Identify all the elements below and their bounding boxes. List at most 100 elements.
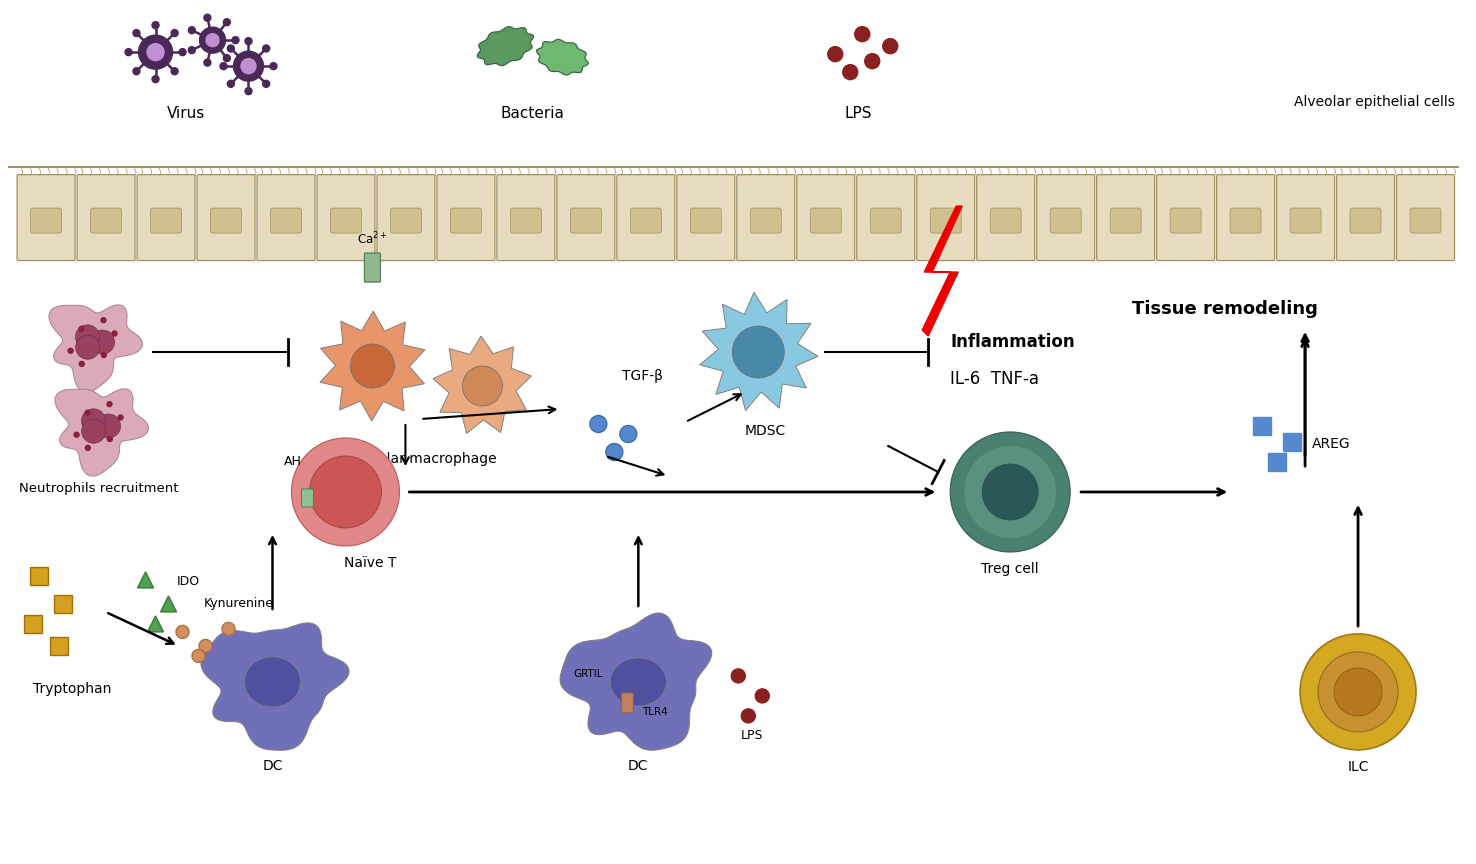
Circle shape — [139, 35, 173, 69]
Polygon shape — [432, 336, 531, 434]
FancyBboxPatch shape — [511, 208, 542, 233]
Polygon shape — [245, 657, 301, 707]
Polygon shape — [161, 596, 177, 612]
Circle shape — [78, 327, 84, 332]
Circle shape — [80, 361, 84, 366]
FancyBboxPatch shape — [376, 175, 435, 261]
Circle shape — [221, 622, 235, 635]
Polygon shape — [611, 658, 666, 706]
Text: Kynurenine: Kynurenine — [204, 597, 273, 611]
Circle shape — [86, 445, 90, 450]
FancyBboxPatch shape — [365, 253, 381, 282]
Circle shape — [1318, 652, 1398, 732]
Bar — [1283, 433, 1300, 451]
FancyBboxPatch shape — [497, 175, 555, 261]
FancyBboxPatch shape — [691, 208, 722, 233]
Circle shape — [263, 45, 270, 52]
Text: Neutrophils recruitment: Neutrophils recruitment — [19, 482, 179, 495]
Polygon shape — [148, 616, 164, 632]
Text: IDO: IDO — [177, 575, 201, 588]
Circle shape — [223, 54, 230, 61]
Circle shape — [732, 326, 784, 378]
FancyBboxPatch shape — [856, 175, 915, 261]
FancyBboxPatch shape — [151, 208, 182, 233]
FancyBboxPatch shape — [1157, 175, 1215, 261]
Circle shape — [204, 14, 211, 22]
Text: DC: DC — [629, 759, 648, 773]
Circle shape — [843, 65, 858, 79]
Text: Virus: Virus — [167, 106, 205, 121]
Bar — [1253, 417, 1271, 435]
Text: Bacteria: Bacteria — [500, 106, 564, 121]
Polygon shape — [55, 389, 149, 476]
Text: MDSC: MDSC — [745, 424, 785, 438]
FancyBboxPatch shape — [556, 175, 615, 261]
FancyBboxPatch shape — [18, 175, 75, 261]
Circle shape — [74, 432, 80, 437]
Circle shape — [81, 409, 105, 433]
Bar — [30, 567, 47, 585]
Circle shape — [350, 344, 394, 388]
FancyBboxPatch shape — [930, 208, 961, 233]
FancyBboxPatch shape — [137, 175, 195, 261]
Bar — [1268, 453, 1286, 471]
Circle shape — [620, 425, 636, 442]
FancyBboxPatch shape — [1290, 208, 1321, 233]
Text: AH: AH — [283, 455, 301, 468]
Polygon shape — [559, 613, 711, 750]
Circle shape — [310, 456, 381, 528]
Circle shape — [291, 438, 400, 546]
Bar — [53, 595, 71, 613]
Polygon shape — [201, 623, 348, 750]
Circle shape — [118, 415, 123, 420]
Circle shape — [590, 416, 607, 433]
Circle shape — [125, 48, 131, 55]
Circle shape — [68, 348, 74, 353]
Circle shape — [86, 410, 90, 416]
FancyBboxPatch shape — [990, 208, 1021, 233]
Circle shape — [207, 34, 218, 47]
Text: Tissue remodeling: Tissue remodeling — [1132, 300, 1318, 318]
FancyBboxPatch shape — [871, 208, 902, 233]
Circle shape — [108, 436, 112, 442]
Circle shape — [1300, 634, 1415, 750]
FancyBboxPatch shape — [1230, 208, 1261, 233]
Circle shape — [605, 443, 623, 461]
Bar — [50, 637, 68, 655]
Circle shape — [133, 67, 140, 75]
Text: Alveolar epithelial cells: Alveolar epithelial cells — [1294, 95, 1455, 109]
Bar — [24, 615, 41, 633]
FancyBboxPatch shape — [31, 208, 62, 233]
FancyBboxPatch shape — [737, 175, 794, 261]
FancyBboxPatch shape — [1351, 208, 1382, 233]
Circle shape — [865, 54, 880, 68]
Circle shape — [199, 27, 226, 54]
FancyBboxPatch shape — [270, 208, 301, 233]
FancyBboxPatch shape — [1337, 175, 1395, 261]
Circle shape — [152, 22, 159, 29]
Circle shape — [233, 51, 264, 81]
Polygon shape — [137, 572, 154, 588]
Circle shape — [462, 366, 502, 406]
Circle shape — [199, 639, 213, 652]
FancyBboxPatch shape — [977, 175, 1035, 261]
Circle shape — [227, 80, 235, 87]
FancyBboxPatch shape — [917, 175, 974, 261]
Circle shape — [227, 45, 235, 52]
Polygon shape — [922, 206, 962, 336]
Circle shape — [245, 87, 252, 95]
Text: Alveolar macrophage: Alveolar macrophage — [348, 452, 497, 466]
FancyBboxPatch shape — [437, 175, 494, 261]
Circle shape — [75, 335, 100, 359]
FancyBboxPatch shape — [317, 175, 375, 261]
Circle shape — [741, 708, 756, 723]
Polygon shape — [477, 27, 533, 66]
Text: Ca$^{2+}$: Ca$^{2+}$ — [357, 231, 388, 247]
Text: GRTIL: GRTIL — [574, 669, 604, 679]
Circle shape — [982, 464, 1038, 520]
Circle shape — [148, 44, 164, 60]
Polygon shape — [320, 311, 425, 421]
FancyBboxPatch shape — [630, 208, 661, 233]
FancyBboxPatch shape — [810, 208, 841, 233]
Circle shape — [245, 38, 252, 45]
